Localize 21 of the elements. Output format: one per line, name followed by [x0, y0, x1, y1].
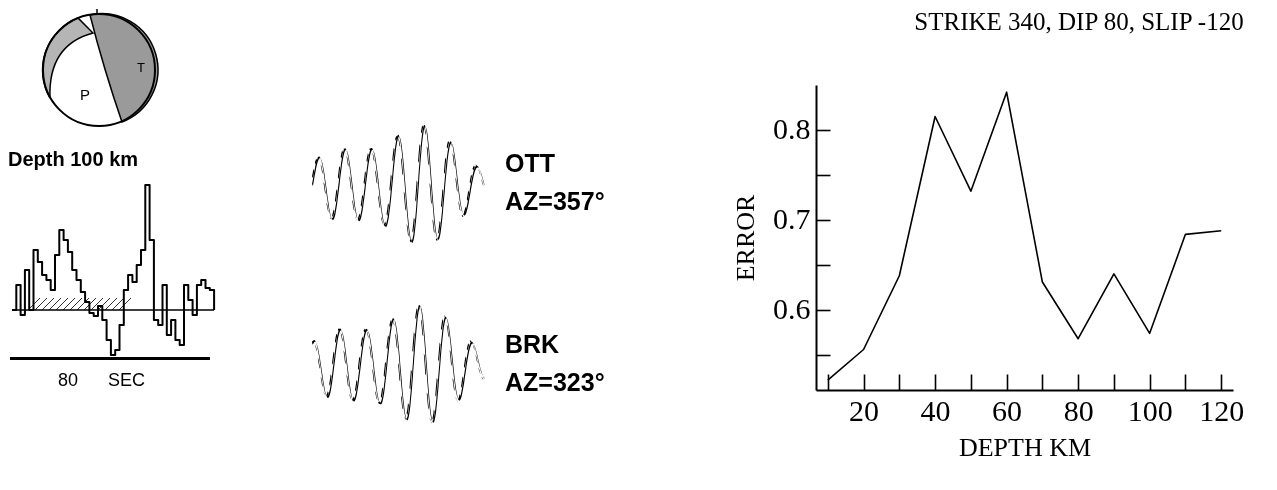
- x-tick-label: 60: [992, 393, 1023, 427]
- x-tick-label: 120: [1199, 393, 1245, 427]
- text: AZ=357°: [505, 187, 605, 215]
- x-tick-label: 80: [1063, 393, 1094, 427]
- text: T: [137, 60, 145, 75]
- text: Depth 100 km: [8, 148, 139, 170]
- text: 80: [58, 370, 79, 390]
- x-axis-title: DEPTH KM: [958, 432, 1092, 462]
- text: AZ=323°: [505, 368, 605, 396]
- y-tick-label: 0.7: [773, 202, 811, 236]
- x-tick-label: 20: [849, 393, 880, 427]
- y-axis-title: ERROR: [731, 194, 760, 282]
- y-tick-label: 0.8: [773, 112, 811, 146]
- text: OTT: [505, 149, 555, 177]
- x-tick-label: 100: [1127, 393, 1173, 427]
- text: BRK: [505, 330, 560, 358]
- chart-title: STRIKE 340, DIP 80, SLIP -120: [914, 8, 1244, 35]
- x-tick-label: 40: [920, 393, 951, 427]
- y-tick-label: 0.6: [773, 292, 811, 326]
- text: SEC: [108, 370, 146, 390]
- text: P: [80, 86, 91, 103]
